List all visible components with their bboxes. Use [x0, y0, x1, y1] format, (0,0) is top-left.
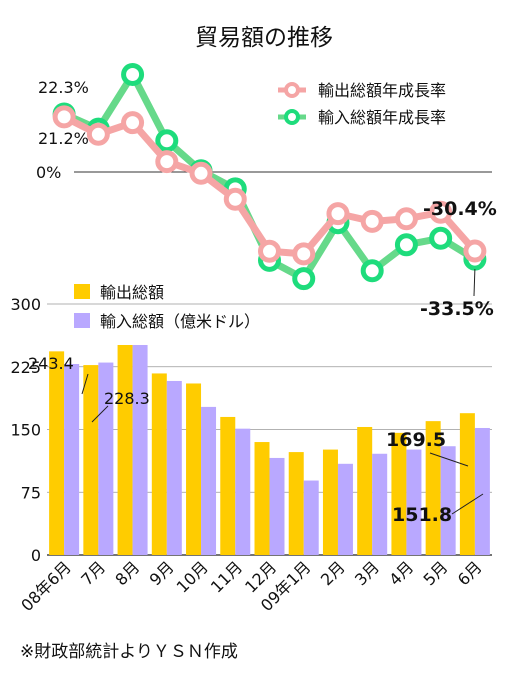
legend-label: 輸入総額年成長率 — [318, 108, 446, 127]
import-growth-point — [360, 259, 384, 283]
legend-label: 輸出総額 — [100, 283, 164, 302]
legend-marker-swatch — [284, 82, 300, 98]
import-growth-point — [394, 233, 418, 257]
export-bar — [391, 432, 407, 555]
bar-data-labels: 243.4 228.3 169.5 151.8 — [28, 354, 452, 526]
export-growth-point — [155, 150, 179, 174]
zero-line: 0% — [36, 163, 492, 182]
import-bar — [303, 480, 319, 555]
import-bar — [166, 380, 182, 555]
export-growth-point — [463, 239, 487, 263]
export-bar — [220, 416, 236, 555]
export-growth-point — [360, 209, 384, 233]
x-tick-label: 4月 — [385, 557, 417, 589]
export-growth-point — [326, 202, 350, 226]
x-tick-label: 3月 — [351, 557, 383, 589]
export-bar — [425, 421, 441, 555]
export-growth-point — [121, 111, 145, 135]
line-data-label: -30.4% — [423, 198, 497, 220]
bars — [49, 344, 490, 555]
import-bar — [372, 453, 388, 555]
import-bar — [406, 449, 422, 555]
import-bar — [269, 457, 285, 555]
zero-line-label: 0% — [36, 163, 61, 182]
export-bar — [357, 426, 373, 555]
x-tick-label: 08年6月 — [17, 557, 75, 615]
y-tick-label: 75 — [21, 483, 41, 502]
export-growth-line — [60, 113, 479, 258]
legend-bar-swatch — [74, 313, 90, 328]
y-tick-label: 225 — [10, 358, 41, 377]
line-data-labels: 22.3% 21.2% -30.4% -33.5% — [38, 78, 497, 320]
line-data-label: 21.2% — [38, 129, 89, 148]
legend-label: 輸出総額年成長率 — [318, 81, 446, 100]
import-bar — [337, 463, 353, 555]
line-data-label: 22.3% — [38, 78, 89, 97]
bar-leader-lines — [81, 373, 484, 515]
import-bar — [98, 362, 114, 555]
export-bar — [117, 344, 133, 555]
x-tick-label: 6月 — [454, 557, 486, 589]
import-growth-point — [121, 63, 145, 86]
bar-data-label: 243.4 — [28, 354, 74, 373]
leader-line — [451, 493, 484, 515]
legend-label: 輸入総額（億米ドル） — [100, 312, 260, 331]
export-growth-point — [394, 207, 418, 231]
x-tick-label: 11月 — [207, 557, 246, 596]
import-bar — [440, 446, 456, 555]
import-bar — [235, 428, 251, 555]
export-bar — [459, 413, 475, 555]
export-bar — [288, 452, 304, 555]
import-growth-point — [292, 267, 316, 291]
line-data-label: -33.5% — [420, 298, 494, 320]
bar-data-label: 228.3 — [104, 389, 150, 408]
import-bar — [64, 363, 80, 555]
import-bar — [132, 344, 148, 555]
line-leader — [473, 269, 476, 297]
y-tick-label: 0 — [31, 546, 41, 565]
export-growth-point — [52, 105, 76, 129]
export-growth-point — [223, 187, 247, 211]
x-tick-label: 7月 — [77, 557, 109, 589]
x-tick-label: 5月 — [420, 557, 452, 589]
x-tick-label: 8月 — [111, 557, 143, 589]
leader-line — [91, 405, 109, 423]
import-growth-point — [155, 129, 179, 153]
export-growth-point — [189, 161, 213, 185]
export-bar — [151, 373, 167, 555]
export-growth-point — [429, 200, 453, 224]
export-bar — [49, 351, 65, 555]
x-tick-label: 10月 — [173, 557, 212, 596]
legend-marker-swatch — [284, 109, 300, 125]
bar-data-label: 151.8 — [392, 504, 452, 526]
legend-bar-swatch — [74, 284, 90, 299]
x-tick-label: 2月 — [317, 557, 349, 589]
chart-title: 貿易額の推移 — [195, 25, 333, 51]
footnote: ※財政部統計よりＹＳＮ作成 — [20, 642, 238, 662]
leader-line — [429, 452, 469, 467]
y-tick-label: 150 — [10, 421, 41, 440]
export-bar — [322, 449, 338, 555]
export-bar — [254, 442, 270, 555]
import-growth-point — [429, 226, 453, 250]
export-bar — [186, 383, 202, 555]
bar-y-ticks: 0 75 150 225 300 — [10, 295, 41, 565]
leader-line — [81, 373, 89, 395]
export-growth-point — [292, 242, 316, 266]
bar-data-label: 169.5 — [386, 429, 446, 451]
export-growth-point — [258, 239, 281, 263]
import-bar — [201, 406, 217, 555]
export-bar — [83, 365, 99, 555]
y-tick-label: 300 — [10, 295, 41, 314]
growth-lines — [52, 63, 487, 291]
import-bar — [474, 427, 490, 555]
export-growth-point — [86, 122, 110, 146]
